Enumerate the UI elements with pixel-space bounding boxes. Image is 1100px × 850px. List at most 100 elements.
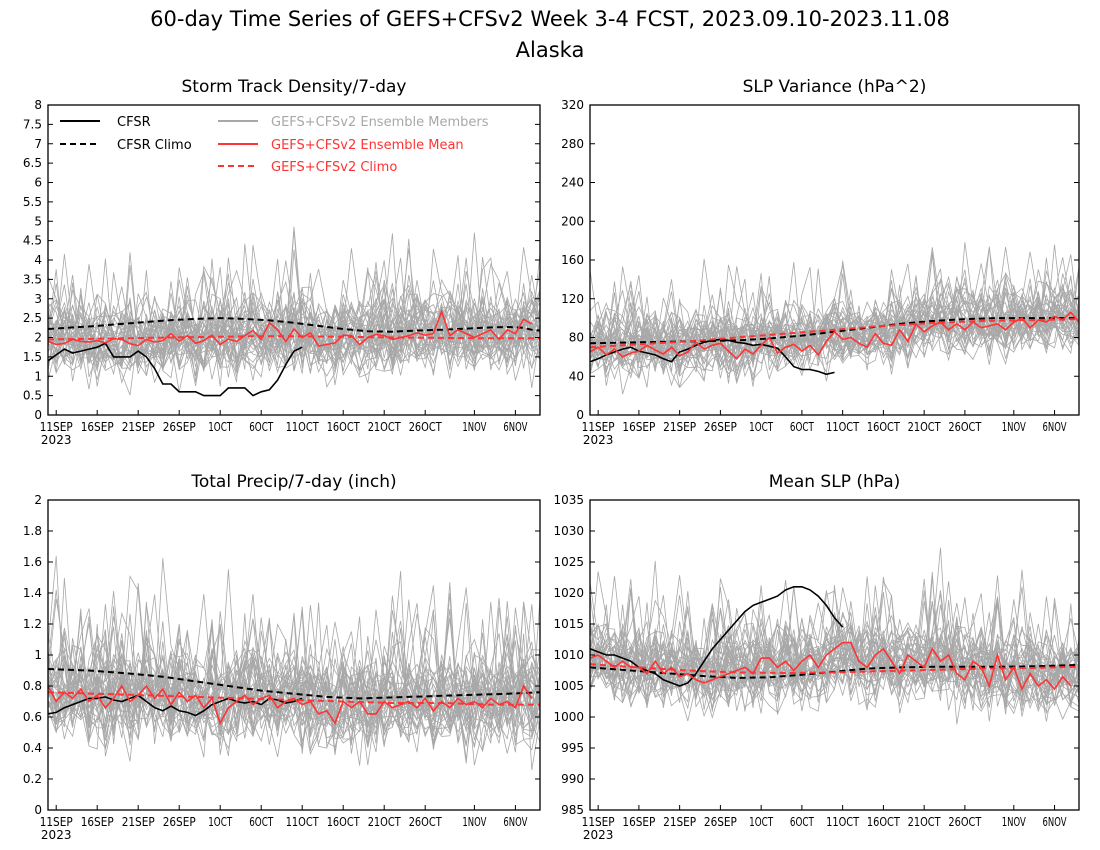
ensemble-member-line: [47, 598, 541, 753]
y-tick-label: 1: [34, 369, 42, 383]
x-tick-label: 26OCT: [409, 815, 443, 829]
x-tick-year: 2023: [41, 828, 72, 842]
ensemble-member-line: [47, 613, 541, 745]
panel-title: Storm Track Density/7-day: [182, 77, 407, 97]
x-tick-label: 16SEP: [81, 815, 114, 829]
ensemble-members: [47, 226, 541, 396]
ensemble-member-line: [589, 269, 1080, 367]
y-tick-label: 0.2: [23, 772, 42, 786]
y-tick-label: 1015: [553, 617, 584, 631]
y-tick-label: 1.4: [23, 586, 42, 600]
panel-title: Total Precip/7-day (inch): [190, 472, 396, 492]
x-tick-label: 6OCT: [790, 420, 814, 434]
series-cfsr-climo: [47, 317, 541, 333]
x-tick-label: 26OCT: [409, 420, 443, 434]
ensemble-member-line: [47, 570, 541, 738]
x-tick-year: 2023: [41, 433, 72, 447]
ensemble-member-line: [589, 293, 1080, 367]
x-tick-label: 26SEP: [704, 815, 737, 829]
y-tick-label: 5.5: [23, 195, 42, 209]
y-tick-label: 1010: [553, 648, 584, 662]
ensemble-members: [589, 242, 1080, 395]
y-tick-label: 160: [561, 253, 584, 267]
legend-label-members: GEFS+CFSv2 Ensemble Members: [271, 115, 489, 130]
ensemble-member-line: [47, 274, 541, 367]
x-tick-label: 21SEP: [663, 815, 696, 829]
ensemble-member-line: [589, 257, 1080, 364]
series-gefs-cfsv2-climo: [47, 691, 540, 706]
panel-title: Mean SLP (hPa): [769, 472, 901, 492]
x-tick-label: 1OCT: [749, 815, 773, 829]
chart-panel-2: SLP Variance (hPa^2) 0 40 80 120 160 200 240 280…: [561, 77, 1080, 447]
ensemble-member-line: [47, 282, 541, 387]
ensemble-member-line: [47, 260, 541, 373]
y-tick-label: 1000: [553, 710, 584, 724]
ensemble-member-line: [589, 585, 1080, 714]
ensemble-member-line: [589, 630, 1080, 713]
x-tick-label: 21OCT: [908, 815, 942, 829]
x-tick-label: 21OCT: [368, 420, 402, 434]
y-tick-label: 6.5: [23, 156, 42, 170]
y-tick-label: 200: [561, 214, 584, 228]
y-tick-label: 1005: [553, 679, 584, 693]
ensemble-member-line: [589, 281, 1080, 363]
ensemble-member-line: [589, 587, 1080, 706]
y-tick-label: 8: [34, 98, 42, 112]
y-tick-label: 7: [34, 137, 42, 151]
y-tick-label: 320: [561, 98, 584, 112]
x-tick-label: 16OCT: [327, 815, 361, 829]
y-tick-label: 1: [34, 648, 42, 662]
series-cfsr: [589, 585, 844, 687]
y-tick-label: 1020: [553, 586, 584, 600]
ensemble-member-line: [589, 586, 1080, 711]
x-tick-label: 1NOV: [1002, 815, 1027, 829]
y-tick-label: 3.5: [23, 272, 42, 286]
x-tick-label: 6NOV: [503, 815, 528, 829]
x-tick-label: 21OCT: [368, 815, 402, 829]
ensemble-member-line: [47, 252, 541, 384]
x-tick-label: 1OCT: [749, 420, 773, 434]
x-tick-year: 2023: [583, 433, 614, 447]
x-tick-label: 11OCT: [286, 420, 320, 434]
legend-label-ens-mean: GEFS+CFSv2 Ensemble Mean: [271, 138, 464, 153]
x-tick-label: 26SEP: [163, 815, 196, 829]
ensemble-member-line: [47, 264, 541, 387]
y-tick-label: 1.6: [23, 555, 42, 569]
chart-panel-4: Mean SLP (hPa) 985 990 995 1000 1005 1010 1015 1…: [553, 472, 1080, 842]
x-tick-label: 6OCT: [249, 815, 273, 829]
y-tick-label: 0: [34, 803, 42, 817]
x-tick-label: 21SEP: [122, 420, 155, 434]
series-gefs-cfsv2-climo: [589, 318, 1080, 349]
x-tick-label: 11OCT: [826, 815, 860, 829]
series-cfsr: [47, 342, 303, 397]
x-tick-label: 16OCT: [867, 815, 901, 829]
x-tick-year: 2023: [583, 828, 614, 842]
y-tick-label: 80: [569, 331, 584, 345]
ensemble-member-line: [47, 582, 541, 733]
ensemble-member-line: [47, 258, 541, 374]
series-gefs-cfsv2-climo: [589, 663, 1080, 675]
chart-panel-1: Storm Track Density/7-day 0 0.5 1 1.5 2 2.5 3 3.…: [23, 77, 541, 447]
x-tick-label: 11OCT: [286, 815, 320, 829]
ensemble-member-line: [47, 257, 541, 369]
ensemble-member-line: [589, 593, 1080, 708]
y-tick-label: 0: [34, 408, 42, 422]
y-tick-label: 2.5: [23, 311, 42, 325]
x-tick-label: 11SEP: [582, 815, 615, 829]
y-tick-label: 6: [34, 176, 42, 190]
x-tick-label: 16OCT: [867, 420, 901, 434]
x-tick-label: 11SEP: [40, 815, 73, 829]
series-cfsr-climo: [47, 668, 541, 700]
x-tick-label: 21SEP: [663, 420, 696, 434]
y-tick-label: 1.2: [23, 617, 42, 631]
x-tick-label: 21OCT: [908, 420, 942, 434]
x-tick-label: 6OCT: [790, 815, 814, 829]
x-tick-label: 6NOV: [1043, 420, 1068, 434]
y-tick-label: 0.5: [23, 389, 42, 403]
y-tick-label: 1025: [553, 555, 584, 569]
series-gefs-cfsv2-ensemble-mean: [47, 309, 533, 347]
ensemble-member-line: [589, 298, 1080, 371]
x-tick-label: 1OCT: [208, 420, 232, 434]
ensemble-member-line: [47, 637, 541, 732]
x-tick-label: 16SEP: [81, 420, 114, 434]
